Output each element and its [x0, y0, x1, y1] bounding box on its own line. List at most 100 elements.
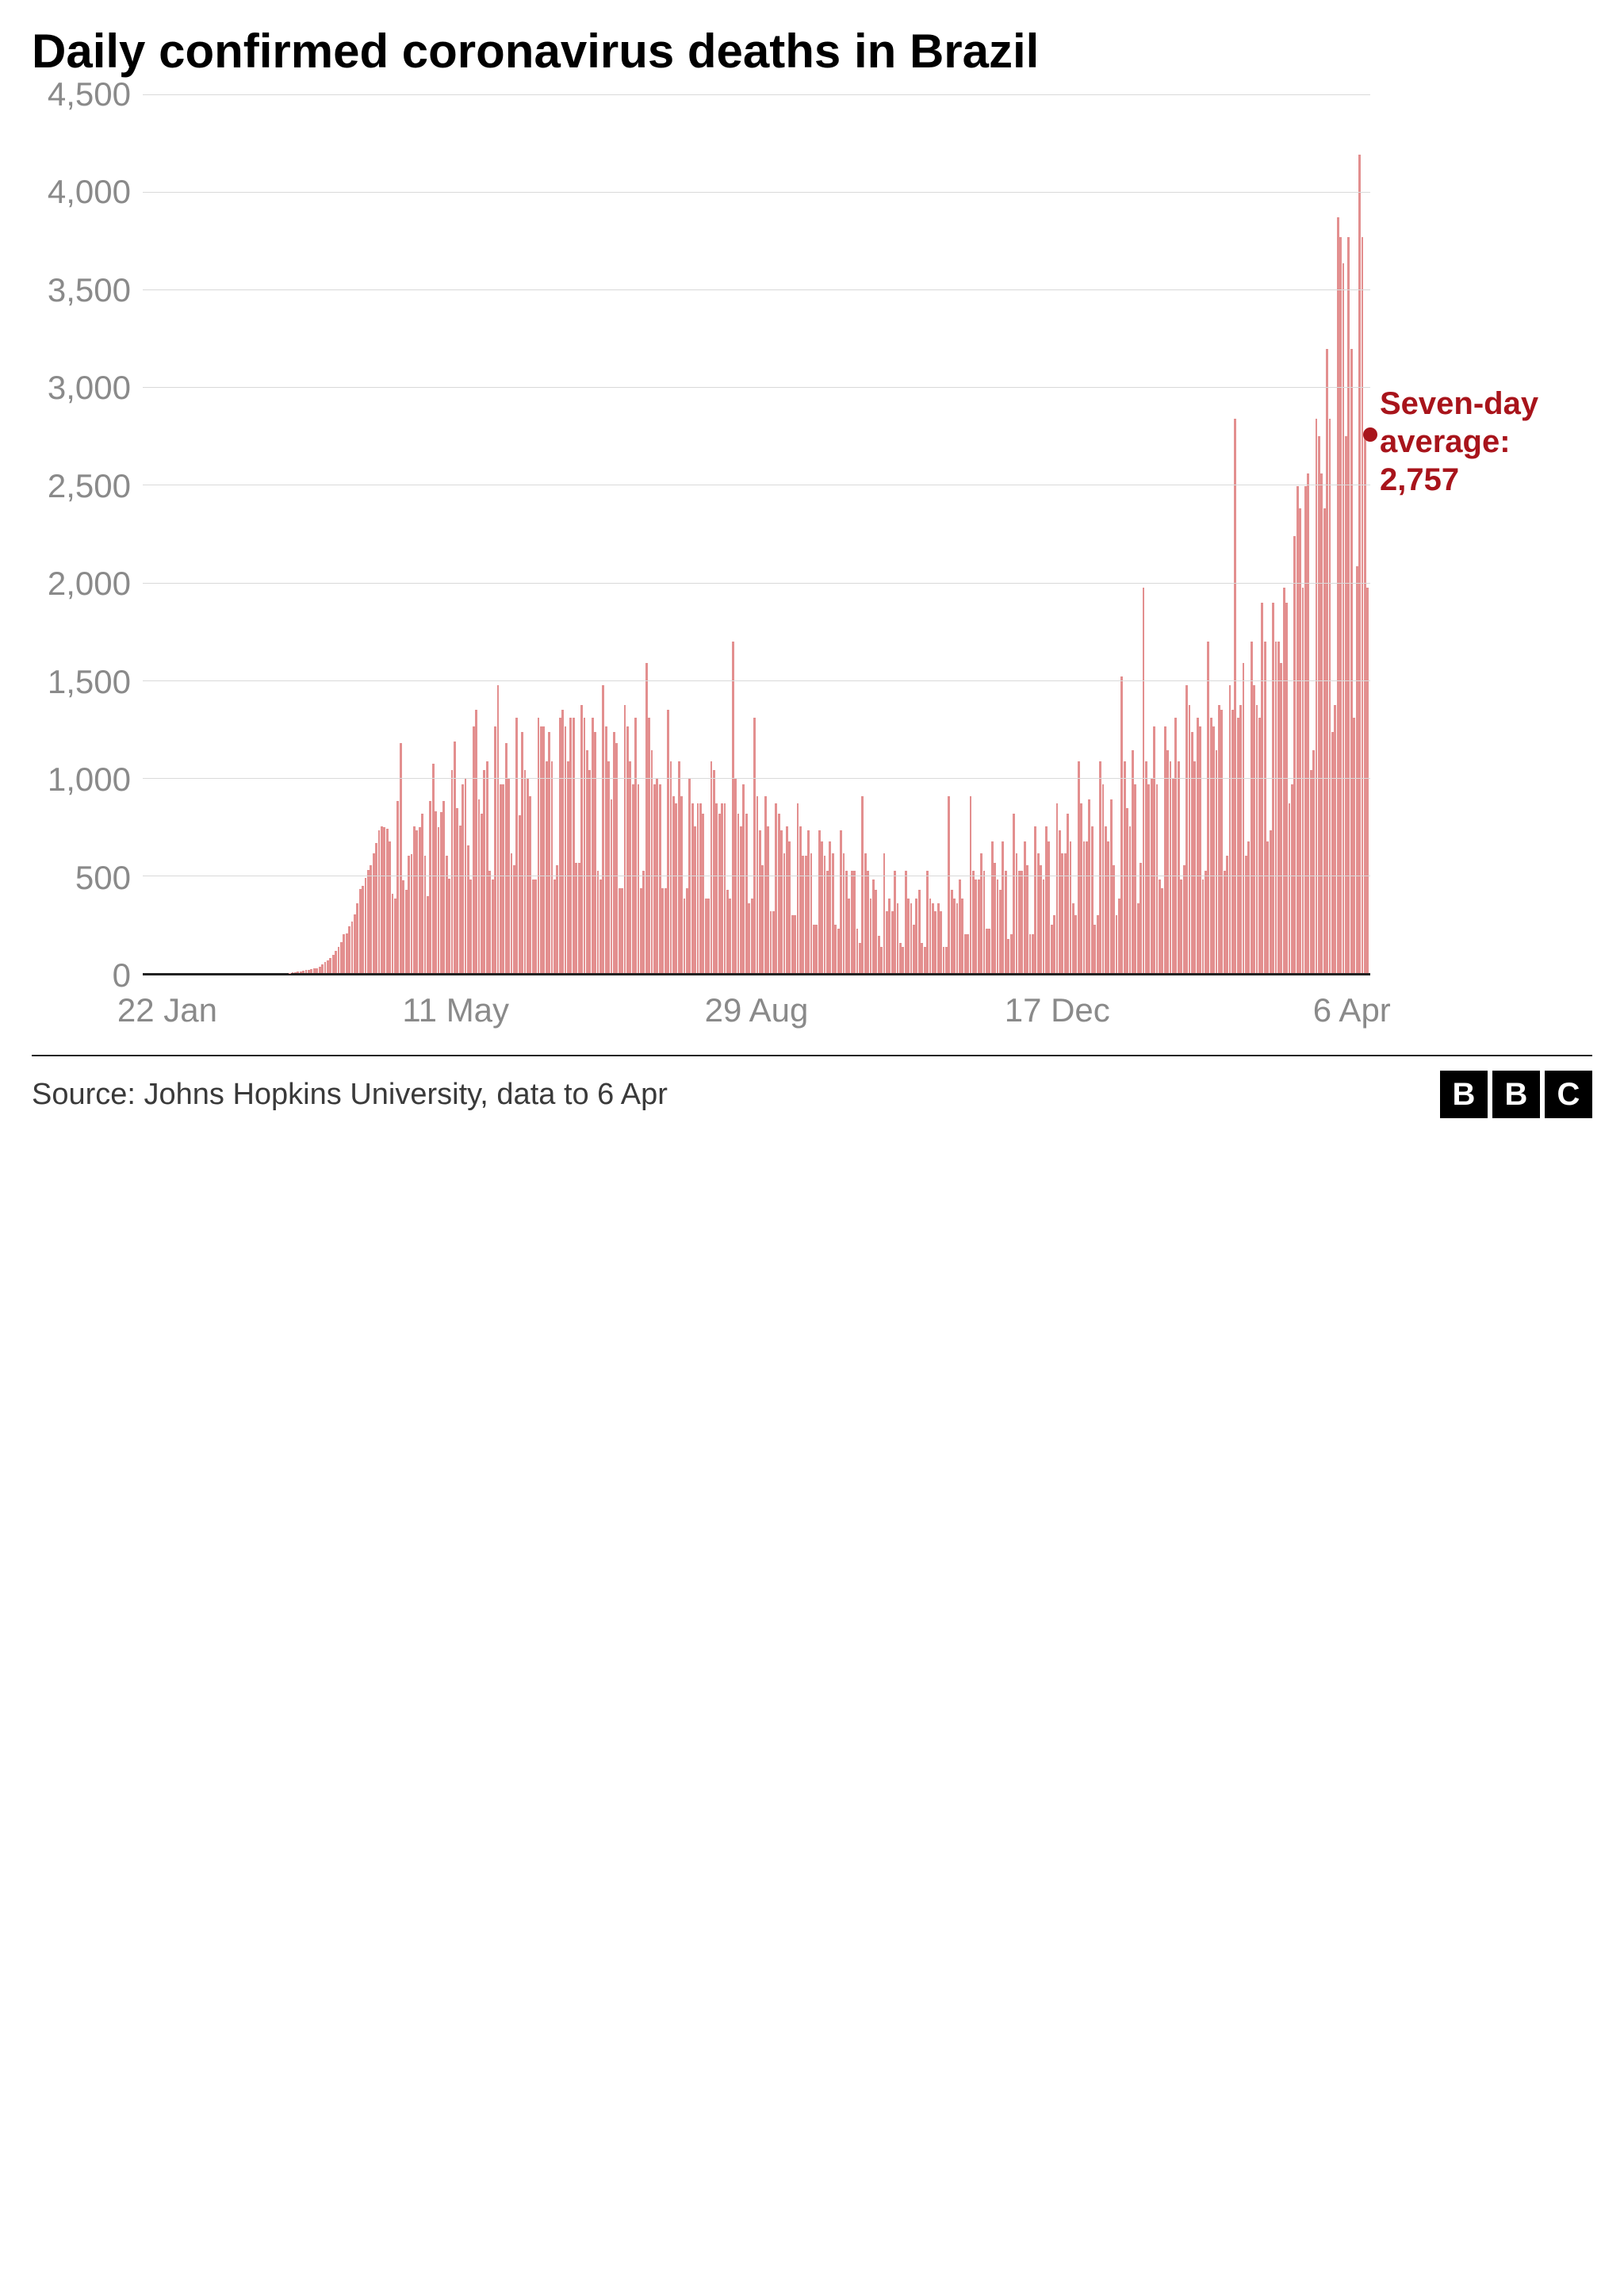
daily-bar	[1153, 726, 1155, 973]
daily-bar	[1275, 642, 1277, 973]
daily-bar	[661, 888, 664, 973]
daily-bar	[442, 801, 445, 973]
daily-bar	[945, 947, 948, 973]
daily-bar	[1339, 237, 1342, 973]
bbc-logo-box: B	[1492, 1071, 1540, 1118]
daily-bar	[292, 972, 294, 973]
daily-bar	[1320, 473, 1323, 973]
gridline	[143, 583, 1370, 584]
y-tick-label: 3,000	[48, 369, 131, 407]
daily-bar	[1231, 710, 1234, 973]
daily-bar	[340, 942, 343, 973]
daily-bar	[975, 879, 977, 973]
daily-bar	[902, 947, 904, 973]
daily-bar	[492, 879, 494, 973]
daily-bar	[1272, 603, 1274, 973]
chart-footer: Source: Johns Hopkins University, data t…	[32, 1055, 1592, 1118]
daily-bar	[1189, 705, 1191, 973]
daily-bar	[1070, 841, 1072, 973]
daily-bar	[999, 890, 1002, 973]
daily-bar	[607, 761, 610, 973]
daily-bar	[986, 929, 988, 973]
daily-bar	[1366, 588, 1369, 973]
daily-bar	[1237, 718, 1239, 973]
daily-bar	[1180, 879, 1182, 973]
daily-bar	[883, 853, 886, 973]
daily-bar	[451, 770, 454, 973]
chart-container: Daily confirmed coronavirus deaths in Br…	[32, 24, 1592, 1118]
daily-bar	[1345, 436, 1347, 973]
daily-bar	[1051, 925, 1053, 973]
daily-bar	[759, 830, 761, 973]
daily-bar	[1280, 663, 1282, 973]
daily-bar	[894, 871, 896, 973]
daily-bar	[440, 812, 442, 973]
daily-bar	[594, 732, 596, 973]
daily-bar	[1037, 853, 1040, 973]
daily-bar	[408, 856, 410, 973]
daily-bar	[1283, 588, 1285, 973]
daily-bar	[359, 889, 362, 973]
daily-bar	[653, 784, 656, 973]
daily-bar	[348, 926, 350, 973]
daily-bar	[770, 911, 772, 973]
daily-bar	[1337, 217, 1339, 973]
daily-bar	[373, 853, 375, 973]
daily-bar	[843, 853, 845, 973]
gridline	[143, 192, 1370, 193]
daily-bar	[1247, 841, 1250, 973]
daily-bar	[891, 911, 894, 973]
daily-bar	[1134, 784, 1136, 973]
daily-bar	[1161, 888, 1163, 973]
daily-bar	[1256, 705, 1258, 973]
daily-bar	[851, 871, 853, 973]
daily-bar	[888, 899, 891, 973]
daily-bar	[338, 947, 340, 973]
daily-bar	[845, 871, 848, 973]
daily-bar	[1174, 718, 1177, 973]
daily-bar	[1018, 871, 1021, 973]
daily-bar	[427, 896, 429, 974]
daily-bar	[578, 863, 580, 973]
daily-bar	[1178, 761, 1180, 973]
daily-bar	[483, 770, 485, 973]
daily-bar	[937, 903, 940, 973]
daily-bar	[670, 761, 672, 973]
daily-bar	[1191, 732, 1193, 973]
daily-bar	[1304, 486, 1307, 973]
annotation-area: Seven-day average: 2,757	[1370, 94, 1592, 975]
daily-bar	[1102, 784, 1105, 973]
daily-bar	[1143, 588, 1145, 973]
daily-bar	[542, 726, 545, 973]
source-text: Source: Johns Hopkins University, data t…	[32, 1078, 668, 1112]
daily-bar	[691, 803, 694, 973]
daily-bar	[1048, 841, 1050, 973]
daily-bar	[1137, 903, 1139, 973]
daily-bar	[1293, 536, 1296, 973]
daily-bar	[1212, 726, 1215, 973]
bbc-logo-box: B	[1440, 1071, 1488, 1118]
daily-bar	[686, 888, 688, 973]
x-tick-label: 29 Aug	[705, 991, 809, 1029]
daily-bar	[1091, 826, 1094, 973]
daily-bar	[1329, 419, 1331, 973]
daily-bar	[1277, 642, 1280, 973]
daily-bar	[1193, 761, 1196, 973]
daily-bar	[840, 830, 842, 973]
daily-bar	[1220, 710, 1223, 973]
plot-area	[143, 94, 1370, 975]
daily-bar	[821, 841, 823, 973]
daily-bar	[1118, 899, 1120, 973]
daily-bar	[602, 685, 604, 973]
daily-bar	[764, 796, 767, 973]
daily-bar	[918, 890, 921, 973]
daily-bar	[910, 903, 913, 973]
daily-bar	[672, 796, 675, 973]
daily-bar	[1334, 705, 1336, 973]
daily-bar	[775, 803, 777, 973]
daily-bar	[316, 968, 318, 973]
daily-bar	[978, 879, 980, 973]
daily-bar	[737, 814, 740, 973]
daily-bar	[310, 969, 312, 973]
daily-bar	[475, 710, 477, 973]
